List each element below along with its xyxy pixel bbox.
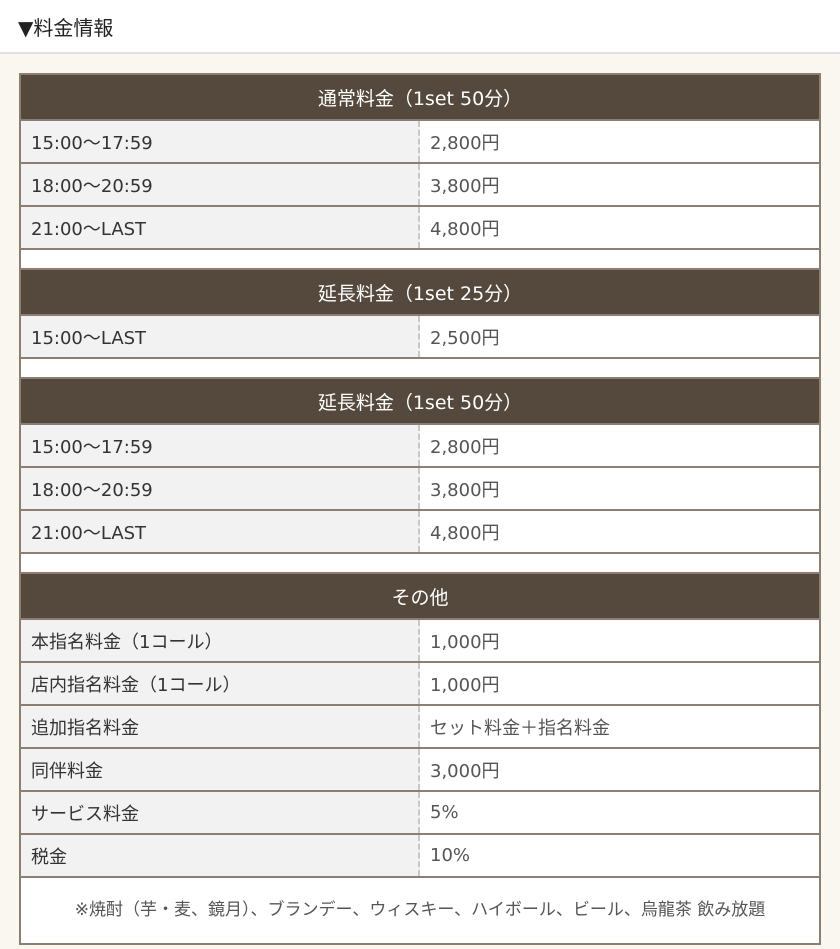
row-label: 15:00～17:59 (21, 425, 420, 466)
row-label: 15:00～LAST (21, 316, 420, 357)
row-value: 2,800円 (430, 436, 500, 458)
section-header: 延長料金（1set 25分） (21, 268, 819, 314)
section-heading: ▼料金情報 (0, 0, 840, 54)
table-row: 15:00～17:59 2,800円 (21, 119, 819, 162)
row-value: 2,500円 (430, 327, 500, 349)
drinks-note: ※焼酎（芋・麦、鏡月）、ブランデー、ウィスキー、ハイボール、ビール、烏龍茶 飲み… (21, 876, 819, 945)
row-value: 1,000円 (430, 674, 500, 696)
table-row: 本指名料金（1コール） 1,000円 (21, 618, 819, 661)
section-spacer (21, 357, 819, 377)
table-row: 18:00～20:59 3,800円 (21, 466, 819, 509)
table-row: 同伴料金 3,000円 (21, 747, 819, 790)
table-row: 21:00～LAST 4,800円 (21, 205, 819, 248)
row-label: 18:00～20:59 (21, 468, 420, 509)
row-value: 2,800円 (430, 132, 500, 154)
row-label: 追加指名料金 (21, 706, 420, 747)
section-spacer (21, 248, 819, 268)
table-row: 追加指名料金 セット料金＋指名料金 (21, 704, 819, 747)
row-label: 15:00～17:59 (21, 121, 420, 162)
row-label: サービス料金 (21, 792, 420, 833)
row-value: 4,800円 (430, 522, 500, 544)
table-row: 18:00～20:59 3,800円 (21, 162, 819, 205)
table-row: 21:00～LAST 4,800円 (21, 509, 819, 552)
row-value: 3,000円 (430, 760, 500, 782)
row-label: 21:00～LAST (21, 207, 420, 248)
row-label: 21:00～LAST (21, 511, 420, 552)
section-header: 延長料金（1set 50分） (21, 377, 819, 423)
row-label: 同伴料金 (21, 749, 420, 790)
row-value: 10% (430, 845, 471, 866)
section-header: その他 (21, 572, 819, 618)
table-row: サービス料金 5% (21, 790, 819, 833)
row-label: 店内指名料金（1コール） (21, 663, 420, 704)
price-table: 通常料金（1set 50分） 15:00～17:59 2,800円 18:00～20:… (19, 73, 821, 945)
row-label: 本指名料金（1コール） (21, 620, 420, 661)
row-value: 3,800円 (430, 175, 500, 197)
section-spacer (21, 552, 819, 572)
row-value: セット料金＋指名料金 (430, 717, 610, 739)
table-row: 15:00～LAST 2,500円 (21, 314, 819, 357)
section-header: 通常料金（1set 50分） (21, 73, 819, 119)
row-value: 3,800円 (430, 479, 500, 501)
table-row: 店内指名料金（1コール） 1,000円 (21, 661, 819, 704)
row-label: 税金 (21, 835, 420, 876)
table-row: 税金 10% (21, 833, 819, 876)
row-value: 4,800円 (430, 218, 500, 240)
table-row: 15:00～17:59 2,800円 (21, 423, 819, 466)
row-value: 5% (430, 802, 459, 823)
row-label: 18:00～20:59 (21, 164, 420, 205)
row-value: 1,000円 (430, 631, 500, 653)
